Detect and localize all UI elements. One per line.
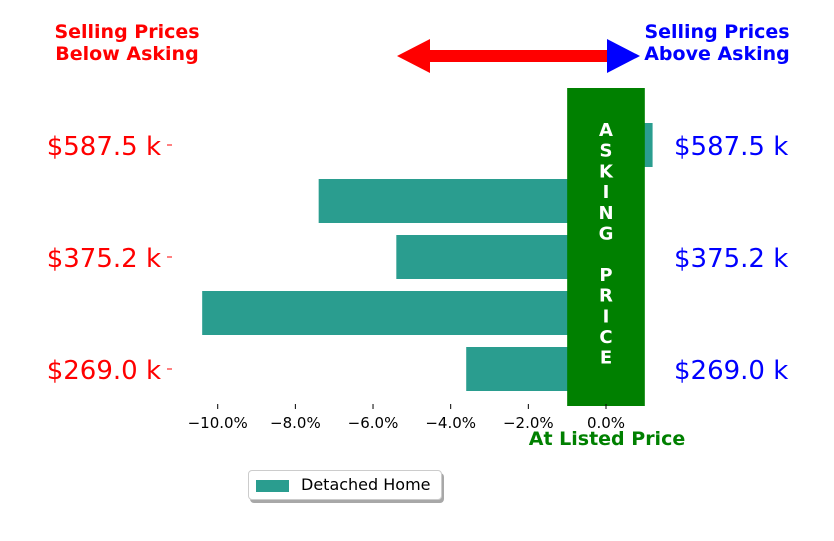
legend-label: Detached Home: [301, 475, 431, 494]
left-price-axis: $269.0 k $375.2 k $587.5 k: [47, 132, 172, 386]
legend: Detached Home: [248, 470, 442, 500]
x-tick-label-0: −10.0%: [188, 414, 248, 432]
asking-letter-4: N: [598, 203, 613, 224]
bar-1: [202, 291, 606, 335]
below-asking-title-line2: Below Asking: [55, 43, 198, 65]
left-arrow-icon: [397, 39, 610, 73]
asking-price-band: [567, 88, 645, 406]
asking-letter-1: S: [600, 141, 613, 162]
above-asking-title-line1: Selling Prices: [644, 21, 789, 43]
legend-swatch: [256, 480, 289, 492]
asking-letter-0: A: [599, 120, 613, 141]
x-tick-label-5: 0.0%: [587, 414, 625, 432]
x-axis: −10.0% −8.0% −6.0% −4.0% −2.0% 0.0%: [188, 404, 625, 432]
right-price-label-0: $269.0 k: [674, 356, 788, 386]
bar-3: [318, 179, 606, 223]
left-price-label-0: $269.0 k: [47, 356, 161, 386]
right-price-label-2: $587.5 k: [674, 132, 788, 162]
right-arrow-icon: [607, 39, 640, 73]
asking-letter-7: P: [599, 265, 612, 286]
asking-letter-11: E: [600, 348, 612, 369]
x-tick-label-1: −8.0%: [270, 414, 321, 432]
x-tick-label-4: −2.0%: [503, 414, 554, 432]
at-listed-price-label: At Listed Price: [529, 428, 685, 450]
below-asking-title-line1: Selling Prices: [54, 21, 199, 43]
left-price-label-1: $375.2 k: [47, 244, 161, 274]
asking-letter-2: K: [599, 161, 614, 182]
left-price-label-2: $587.5 k: [47, 132, 161, 162]
above-asking-title-line2: Above Asking: [644, 43, 790, 65]
right-price-axis: $269.0 k $375.2 k $587.5 k: [674, 132, 788, 386]
asking-letter-5: G: [599, 224, 614, 245]
right-price-label-1: $375.2 k: [674, 244, 788, 274]
x-tick-label-2: −6.0%: [348, 414, 399, 432]
asking-letter-9: I: [603, 306, 610, 327]
x-tick-label-3: −4.0%: [425, 414, 476, 432]
asking-letter-10: C: [599, 327, 612, 348]
asking-letter-8: R: [599, 286, 613, 307]
asking-letter-3: I: [603, 182, 610, 203]
